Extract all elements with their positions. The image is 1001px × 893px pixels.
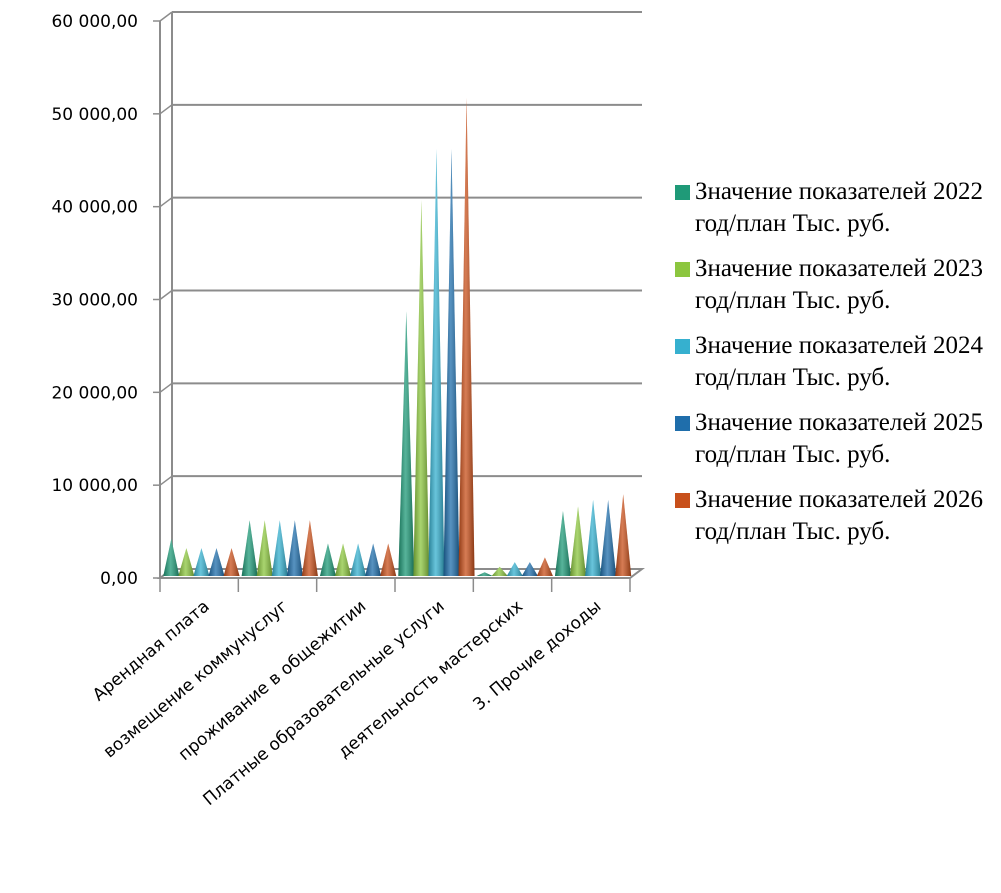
- legend-swatch: [675, 185, 690, 200]
- bar: [458, 97, 475, 577]
- legend-item: Значение показателей 2025 год/план Тыс. …: [673, 407, 998, 471]
- gridline-depth: [159, 11, 173, 22]
- gridline-depth: [159, 289, 173, 301]
- x-category-label: 3. Прочие доходы: [470, 597, 606, 715]
- bar: [241, 520, 258, 576]
- bar-cone-shade: [476, 572, 493, 576]
- bar-cone-shade: [536, 557, 553, 576]
- bar-cone-shade: [163, 538, 180, 576]
- bar: [271, 520, 288, 576]
- bar-cone-shade: [301, 520, 318, 576]
- bar: [163, 538, 180, 576]
- bar-cone-shade: [458, 97, 475, 577]
- bar: [208, 548, 225, 576]
- bar-cone-shade: [223, 548, 240, 576]
- bar-cone-shade: [554, 511, 571, 576]
- y-tick-label: 50 000,00: [51, 105, 138, 125]
- bar: [491, 566, 508, 576]
- y-tick-label: 20 000,00: [51, 383, 138, 403]
- bar: [256, 520, 273, 576]
- legend-swatch: [675, 339, 690, 354]
- bar-cone-shade: [241, 520, 258, 576]
- bar: [536, 557, 553, 576]
- y-tick-label: 60 000,00: [51, 12, 138, 32]
- bar-cone-shade: [570, 506, 587, 576]
- y-tick-label: 10 000,00: [51, 476, 138, 496]
- bar: [335, 543, 352, 576]
- bar-cone-shade: [506, 562, 523, 576]
- legend: Значение показателей 2022 год/план Тыс. …: [673, 176, 998, 561]
- gridlines: [153, 11, 642, 579]
- gridline-depth: [159, 104, 173, 115]
- gridline-depth: [159, 475, 173, 486]
- bar-cone-shade: [380, 543, 397, 576]
- bar: [585, 499, 602, 576]
- y-tick-label: 30 000,00: [51, 291, 138, 311]
- legend-label: Значение показателей 2023 год/план Тыс. …: [695, 255, 984, 314]
- legend-item: Значение показателей 2022 год/план Тыс. …: [673, 176, 998, 240]
- bar: [193, 548, 210, 576]
- bar: [413, 200, 430, 576]
- legend-label: Значение показателей 2022 год/план Тыс. …: [695, 178, 984, 237]
- legend-item: Значение показателей 2026 год/план Тыс. …: [673, 484, 998, 548]
- bar-cone-shade: [365, 543, 382, 576]
- bar-cone-shade: [350, 543, 367, 576]
- bar: [600, 499, 617, 576]
- legend-swatch: [675, 262, 690, 277]
- bar-cone-shade: [443, 148, 460, 576]
- bar-cone-shade: [319, 543, 336, 576]
- bar-cone-shade: [428, 148, 445, 576]
- gridline-depth: [159, 197, 173, 208]
- bar-cone-shade: [193, 548, 210, 576]
- legend-label: Значение показателей 2025 год/план Тыс. …: [695, 409, 984, 468]
- bar-cone-shade: [286, 520, 303, 576]
- legend-label: Значение показателей 2024 год/план Тыс. …: [695, 332, 984, 391]
- bar: [380, 543, 397, 576]
- bar: [506, 562, 523, 576]
- bar: [428, 148, 445, 576]
- legend-swatch: [675, 493, 690, 508]
- bar: [570, 506, 587, 576]
- bar-cone-shade: [256, 520, 273, 576]
- y-tick-label: 40 000,00: [51, 198, 138, 218]
- bar-cone-shade: [600, 499, 617, 576]
- bar-cone-shade: [491, 566, 508, 576]
- bar: [398, 311, 415, 576]
- legend-item: Значение показателей 2023 год/план Тыс. …: [673, 253, 998, 317]
- legend-label: Значение показателей 2026 год/план Тыс. …: [695, 486, 984, 545]
- bar: [615, 494, 632, 576]
- bar: [301, 520, 318, 576]
- bar: [476, 572, 493, 576]
- bar: [521, 562, 538, 576]
- bar-cone-shade: [521, 562, 538, 576]
- bars: [163, 97, 632, 577]
- bar: [319, 543, 336, 576]
- y-tick-labels: 0,00 10 000,00 20 000,00 30 000,00 40 000,00…: [51, 12, 138, 589]
- bar-cone-shade: [615, 494, 632, 576]
- bar-cone-shade: [398, 311, 415, 576]
- bar: [365, 543, 382, 576]
- y-tick-label: 0,00: [100, 569, 138, 589]
- gridline-depth: [159, 382, 173, 393]
- bar: [223, 548, 240, 576]
- bar-cone-shade: [585, 499, 602, 576]
- bar-cone-shade: [271, 520, 288, 576]
- bar: [443, 148, 460, 576]
- bar-cone-shade: [208, 548, 225, 576]
- bar: [350, 543, 367, 576]
- bar: [178, 548, 195, 576]
- bar-cone-shade: [178, 548, 195, 576]
- bar: [286, 520, 303, 576]
- bar-cone-shade: [335, 543, 352, 576]
- bar-cone-shade: [413, 200, 430, 576]
- bar: [554, 511, 571, 576]
- legend-item: Значение показателей 2024 год/план Тыс. …: [673, 330, 998, 394]
- legend-swatch: [675, 416, 690, 431]
